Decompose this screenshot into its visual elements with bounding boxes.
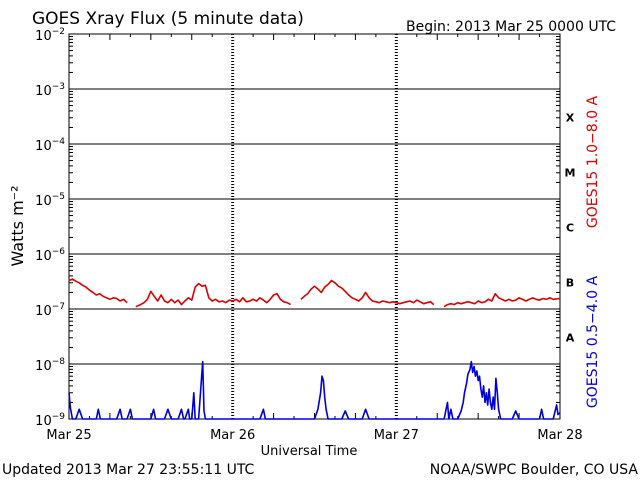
credit-footer: NOAA/SWPC Boulder, CO USA <box>430 462 639 478</box>
y-tick-label: 10−8 <box>35 357 65 374</box>
x-tick-label: Mar 25 <box>46 428 91 443</box>
flare-class-m: M <box>565 167 576 180</box>
y-tick-label: 10−2 <box>35 27 65 44</box>
y-tick-label: 10−5 <box>35 192 65 209</box>
x-tick-label: Mar 28 <box>537 428 582 443</box>
y-axis-label: Watts m⁻² <box>8 185 27 266</box>
series-line-1 <box>68 360 561 420</box>
grid-lines <box>69 34 560 419</box>
updated-footer: Updated 2013 Mar 27 23:55:11 UTC <box>2 462 255 478</box>
y-tick-label: 10−4 <box>35 137 65 154</box>
y-tick-label: 10−7 <box>35 302 65 319</box>
flare-class-b: B <box>566 277 574 290</box>
x-axis-label: Universal Time <box>261 444 358 459</box>
y-ticks: 10−9 10−8 10−7 10−6 10−5 10−4 10−3 10−2 <box>35 27 560 429</box>
begin-label: Begin: 2013 Mar 25 0000 UTC <box>406 19 616 35</box>
y-tick-label: 10−3 <box>35 82 65 99</box>
flare-class-c: C <box>566 222 574 235</box>
y-tick-label: 10−6 <box>35 247 65 264</box>
x-tick-label: Mar 27 <box>374 428 419 443</box>
plot-frame <box>68 33 561 420</box>
series-label-long: GOES15 1.0−8.0 A <box>585 96 601 229</box>
series-label-short: GOES15 0.5−4.0 A <box>585 276 601 409</box>
x-ticks: Mar 25 Mar 26 Mar 27 Mar 28 <box>46 34 583 443</box>
plot-area: Mar 25 Mar 26 Mar 27 Mar 28 10−910−810−710−… <box>35 27 582 443</box>
flare-class-a: A <box>566 332 575 345</box>
series-lines <box>68 278 561 420</box>
series-line-0 <box>68 278 561 308</box>
flare-class-labels: A B C M X <box>565 112 576 345</box>
chart-title: GOES Xray Flux (5 minute data) <box>32 9 304 29</box>
x-tick-label: Mar 26 <box>210 428 255 443</box>
flare-class-x: X <box>566 112 575 125</box>
y-tick-label: 10−9 <box>35 412 65 429</box>
